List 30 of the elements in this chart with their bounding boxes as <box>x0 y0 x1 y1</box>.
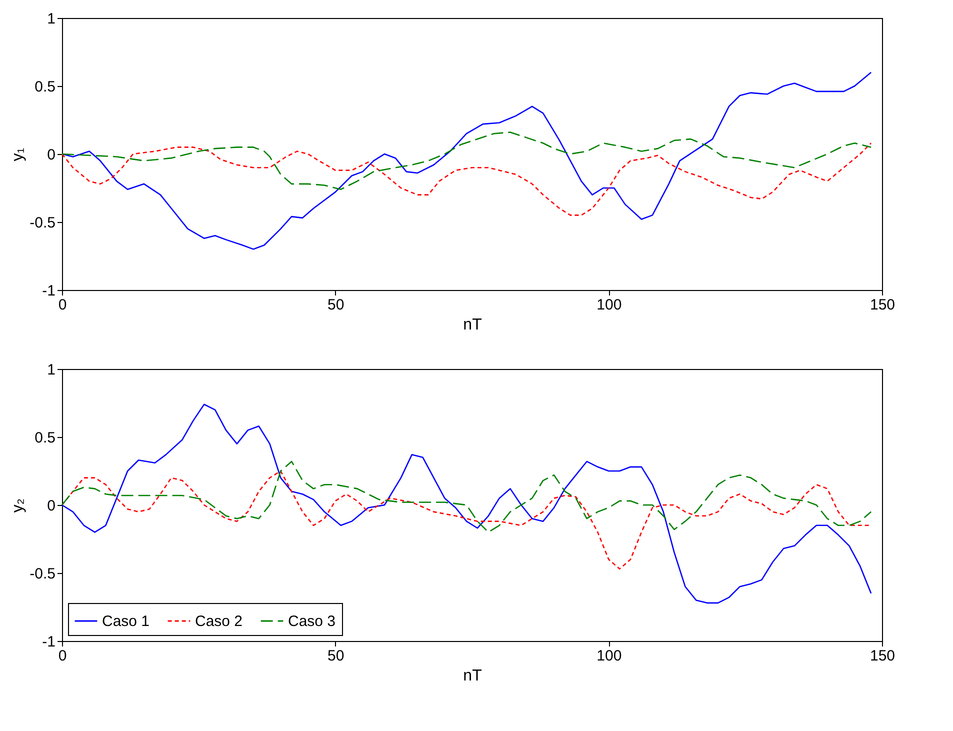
line-series <box>61 404 872 604</box>
line-series <box>61 460 872 533</box>
x-tick-label: 150 <box>870 648 896 664</box>
x-tick-label: 100 <box>596 296 622 314</box>
x-tick-label: 0 <box>58 296 67 314</box>
line-series <box>61 132 872 190</box>
x-tick-label: 100 <box>596 648 622 664</box>
y-tick-label: -1 <box>42 634 56 650</box>
y-tick-label: 1 <box>47 10 56 28</box>
y-tick-label: 0.5 <box>34 430 56 446</box>
y-axis-title: y₂ <box>10 498 27 513</box>
x-tick-label: 50 <box>327 648 344 664</box>
x-axis-title: nT <box>463 668 482 684</box>
x-tick-label: 0 <box>58 648 67 664</box>
y-tick-label: 0 <box>47 498 56 514</box>
line-series <box>61 142 872 216</box>
legend-label: Caso 1 <box>102 613 150 630</box>
y-tick-label: 0 <box>47 146 56 164</box>
x-tick-label: 150 <box>870 296 896 314</box>
y-tick-label: -0.5 <box>30 566 56 582</box>
y-tick-label: -1 <box>42 282 56 300</box>
legend-label: Caso 2 <box>195 613 243 630</box>
y-tick-label: 0.5 <box>34 78 56 96</box>
y-tick-label: -0.5 <box>30 214 56 232</box>
x-axis-title: nT <box>463 316 482 334</box>
line-series <box>61 72 872 250</box>
y-axis-title: y₁ <box>10 148 27 162</box>
y-tick-label: 1 <box>47 362 56 378</box>
x-tick-label: 50 <box>327 296 344 314</box>
legend-label: Caso 3 <box>288 613 336 630</box>
